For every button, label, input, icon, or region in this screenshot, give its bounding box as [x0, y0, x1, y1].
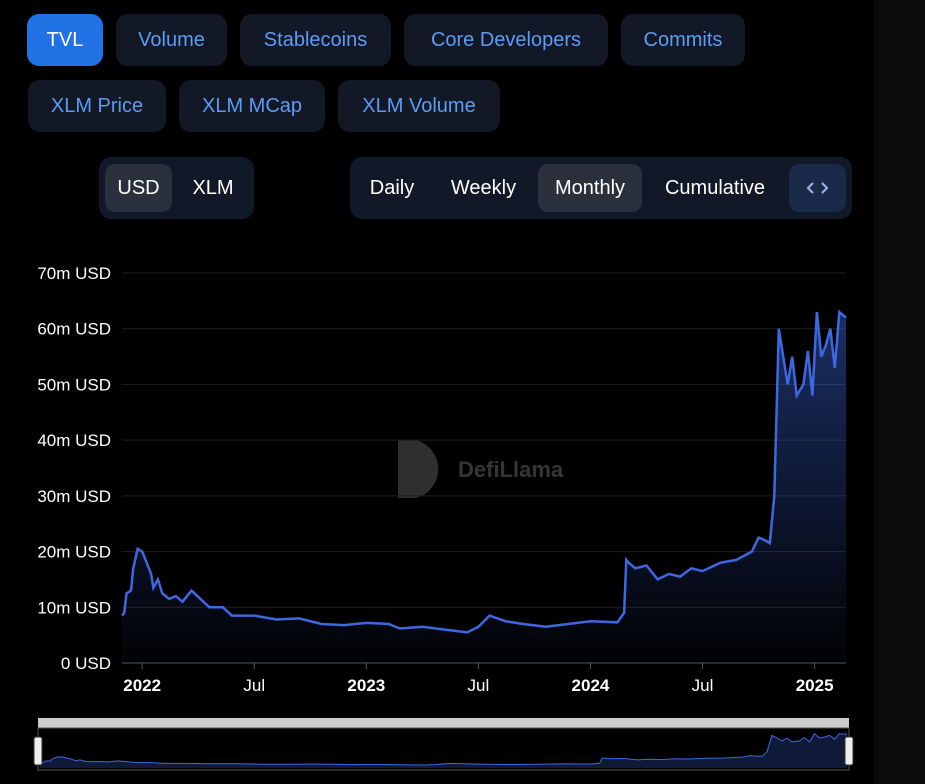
toggle-option[interactable]: Cumulative	[664, 177, 766, 199]
y-tick-label: 60m USD	[37, 320, 111, 339]
tab[interactable]: XLM Price	[28, 80, 166, 132]
x-tick-label: 2024	[572, 676, 610, 695]
y-tick-label: 0 USD	[61, 654, 111, 673]
line	[121, 309, 847, 634]
navigator-handle	[33, 736, 43, 766]
y-tick-label: 50m USD	[37, 375, 111, 394]
toggle-option[interactable]: XLM	[192, 177, 234, 199]
watermark: DefiLlama	[398, 440, 564, 498]
side-strip	[874, 0, 925, 784]
toggle-option[interactable]: USD	[105, 164, 172, 212]
navigator-handle	[844, 736, 854, 766]
navigator-line	[39, 733, 848, 766]
tab[interactable]: XLM MCap	[179, 80, 325, 132]
x-tick-label: Jul	[243, 676, 265, 695]
toggle-option[interactable]: Daily	[369, 177, 415, 199]
x-tick-label: Jul	[692, 676, 714, 695]
embed-button[interactable]	[789, 164, 846, 212]
navigator	[37, 727, 850, 771]
y-tick-label: 70m USD	[37, 264, 111, 283]
y-tick-label: 30m USD	[37, 487, 111, 506]
tab[interactable]: Volume	[116, 14, 227, 66]
x-tick-label: 2023	[347, 676, 385, 695]
period-toggle: Daily Weekly Monthly Cumulative	[350, 157, 852, 219]
scrollbar[interactable]	[38, 718, 849, 728]
x-tick-label: Jul	[468, 676, 490, 695]
y-tick-label: 20m USD	[37, 543, 111, 562]
toggle-option[interactable]: Monthly	[538, 164, 642, 212]
navigator-area	[40, 733, 847, 768]
currency-toggle: USD XLM	[99, 157, 254, 219]
watermark-text: DefiLlama	[458, 457, 564, 482]
x-tick-label: 2022	[123, 676, 161, 695]
tab[interactable]: XLM Volume	[338, 80, 500, 132]
tab[interactable]: Commits	[621, 14, 745, 66]
area	[122, 312, 846, 663]
tab[interactable]: Stablecoins	[240, 14, 391, 66]
y-tick-label: 10m USD	[37, 598, 111, 617]
x-tick-label: 2025	[796, 676, 834, 695]
y-tick-label: 40m USD	[37, 431, 111, 450]
embed-icon	[806, 182, 829, 194]
tab[interactable]: TVL	[27, 14, 103, 66]
tab[interactable]: Core Developers	[404, 14, 608, 66]
toggle-option[interactable]: Weekly	[450, 177, 517, 199]
